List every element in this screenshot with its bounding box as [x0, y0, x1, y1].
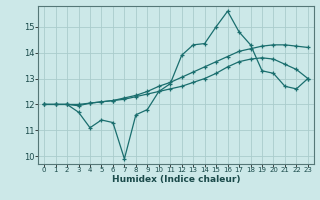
- X-axis label: Humidex (Indice chaleur): Humidex (Indice chaleur): [112, 175, 240, 184]
